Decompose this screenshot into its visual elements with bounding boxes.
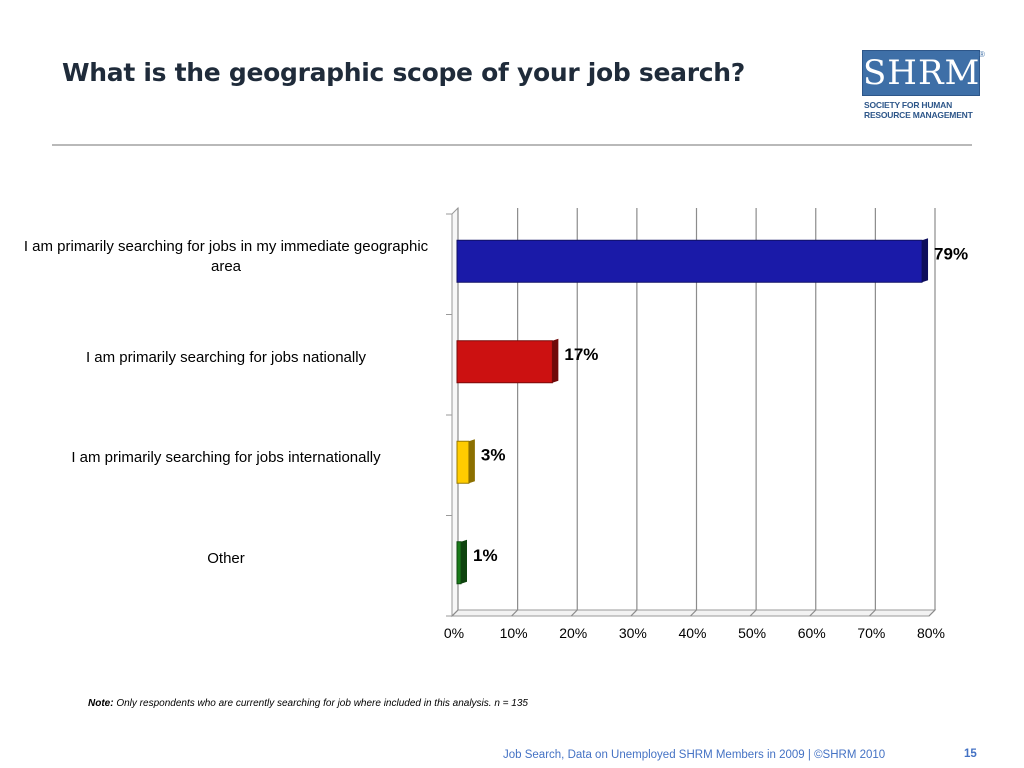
bar-end	[552, 338, 559, 383]
slide-title: What is the geographic scope of your job…	[62, 58, 745, 87]
bar	[456, 541, 462, 585]
x-tick-label: 60%	[798, 625, 826, 641]
category-label: I am primarily searching for jobs nation…	[85, 348, 367, 366]
gridline-foot	[809, 609, 817, 617]
logo-box: SHRM	[862, 50, 980, 96]
bar-end	[468, 439, 475, 484]
value-label: 79%	[934, 244, 968, 263]
gridline-foot	[630, 609, 638, 617]
x-tick-label: 40%	[678, 625, 706, 641]
x-tick-label: 70%	[857, 625, 885, 641]
bar-chart: I am primarily searching for jobs in my …	[0, 190, 1024, 665]
logo-registered-mark: ®	[979, 50, 985, 59]
gridline-foot	[868, 609, 876, 617]
x-tick-label: 30%	[619, 625, 647, 641]
logo-line-1: SOCIETY FOR HUMAN	[864, 100, 953, 110]
bar-end	[461, 539, 467, 584]
title-divider	[52, 144, 972, 146]
value-label: 1%	[473, 546, 498, 565]
note-label: Note:	[88, 698, 114, 709]
note: Note: Only respondents who are currently…	[88, 698, 528, 709]
note-text: Only respondents who are currently searc…	[116, 698, 528, 709]
gridline-foot	[690, 609, 697, 617]
gridline-foot	[451, 609, 459, 617]
logo-line-2: RESOURCE MANAGEMENT	[864, 110, 973, 120]
page-number: 15	[964, 748, 977, 760]
x-tick-label: 0%	[444, 625, 464, 641]
category-label: Other	[207, 549, 245, 567]
gridline-foot	[749, 609, 757, 617]
footer-text: Job Search, Data on Unemployed SHRM Memb…	[503, 749, 886, 761]
chart-plot: 0% 10% 20% 30% 40% 50% 60% 70% 80% 79% 17% 3% 1%	[444, 206, 968, 641]
x-tick-label: 20%	[559, 625, 587, 641]
gridline-foot	[511, 609, 519, 617]
category-label: I am primarily searching for jobs intern…	[71, 449, 381, 467]
bar	[456, 239, 923, 283]
bar-end	[922, 238, 929, 283]
value-label: 17%	[564, 345, 598, 364]
gridline-foot	[928, 609, 936, 617]
x-tick-label: 50%	[738, 625, 766, 641]
bar	[456, 340, 553, 384]
category-label: I am primarily searching for jobs in my …	[23, 238, 429, 276]
bar	[456, 440, 470, 484]
x-tick-label: 10%	[500, 625, 528, 641]
shrm-logo: SHRM ® SOCIETY FOR HUMAN RESOURCE MANAGE…	[862, 50, 985, 122]
x-tick-label: 80%	[917, 625, 945, 641]
value-label: 3%	[481, 445, 506, 464]
gridline-foot	[570, 609, 578, 617]
logo-mark: SHRM	[863, 53, 981, 93]
